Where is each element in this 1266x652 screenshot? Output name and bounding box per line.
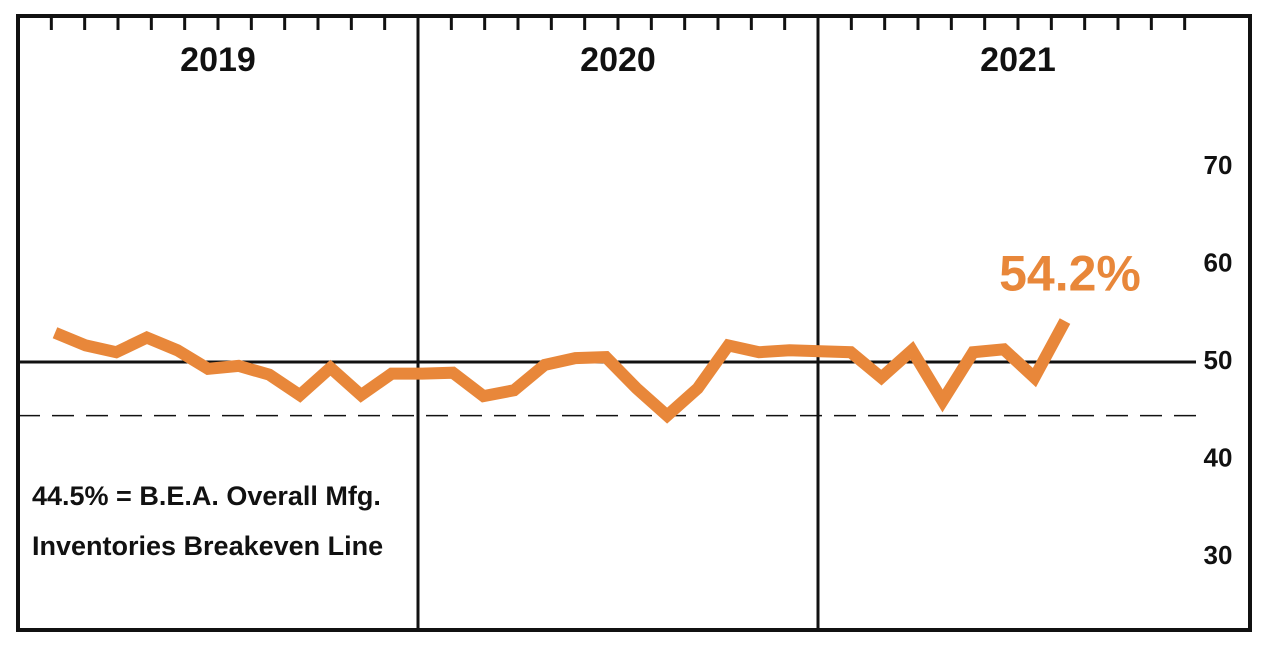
y-tick-label: 30 (1204, 540, 1233, 570)
year-label: 2021 (980, 41, 1056, 79)
year-label: 2019 (180, 41, 256, 79)
value-label: 54.2% (999, 245, 1141, 301)
frame (16, 14, 1252, 632)
annotation: Inventories Breakeven Line (32, 531, 383, 561)
year-label: 2020 (580, 41, 656, 79)
y-tick-label: 60 (1204, 247, 1233, 277)
data-line (52, 318, 1071, 424)
y-tick-label: 70 (1204, 150, 1233, 180)
annotation: 44.5% = B.E.A. Overall Mfg. (32, 481, 381, 511)
y-tick-label: 40 (1204, 442, 1233, 472)
y-tick-label: 50 (1204, 345, 1233, 375)
